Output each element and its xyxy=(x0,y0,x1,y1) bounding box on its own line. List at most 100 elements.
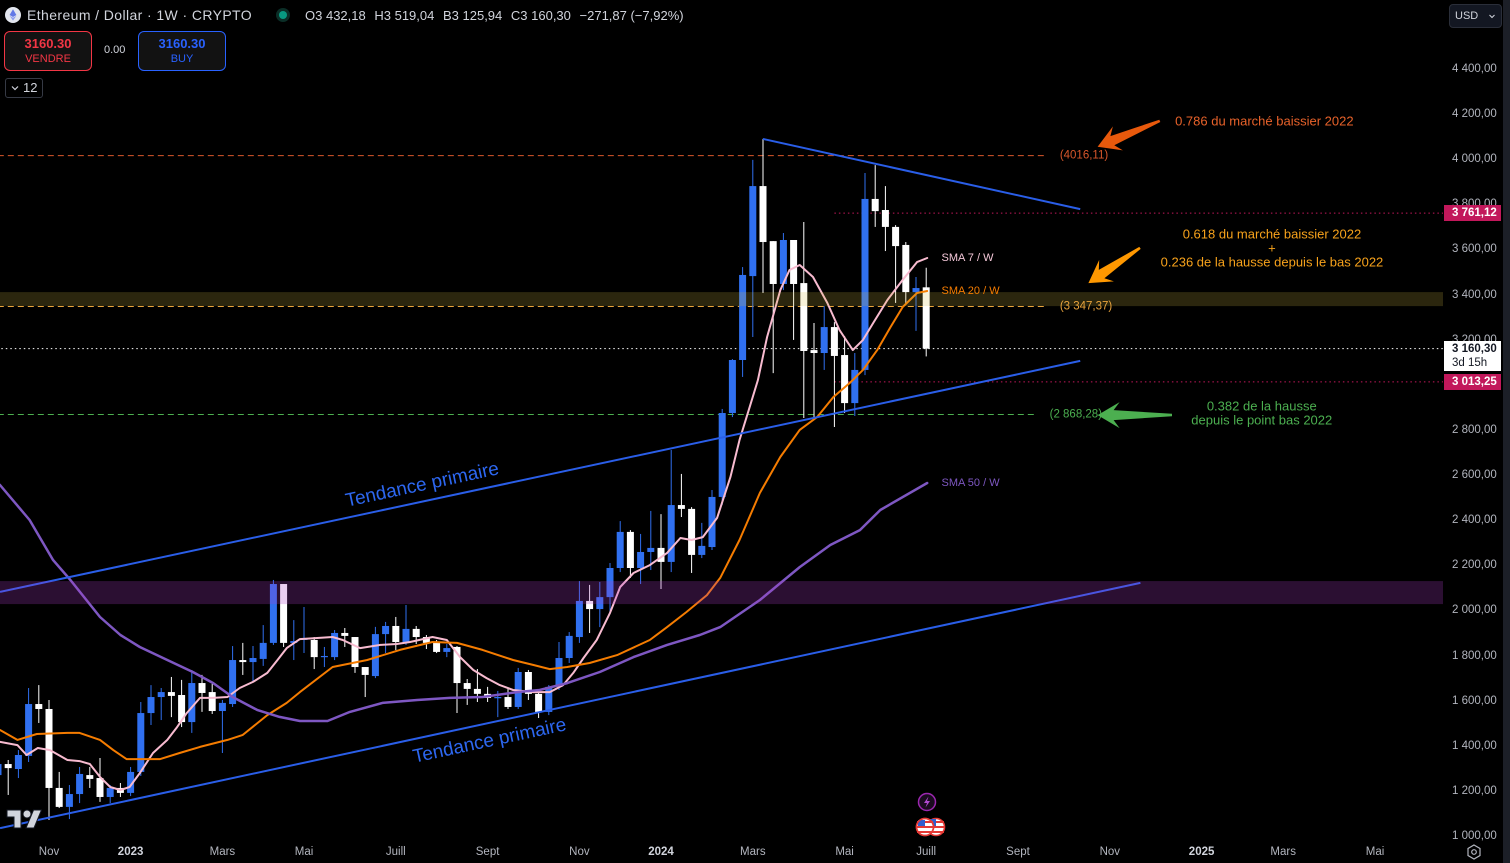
alert-price-tag-high-value: 3 761,12 xyxy=(1452,207,1497,220)
time-tick-label: Sept xyxy=(475,846,500,858)
sma-line-20[interactable] xyxy=(0,290,929,761)
last-price-tag[interactable]: 3 160,30 3d 15h xyxy=(1444,340,1501,371)
candle xyxy=(259,625,267,666)
candle xyxy=(861,172,869,376)
us-flag-event-icon[interactable] xyxy=(914,817,948,837)
candle xyxy=(55,771,63,809)
sma-line-7[interactable] xyxy=(0,257,929,791)
price-tick-label: 1 200,00 xyxy=(1452,784,1497,797)
candle-body xyxy=(127,771,135,793)
candle xyxy=(310,637,318,670)
descending-resistance-line[interactable] xyxy=(762,137,1081,211)
sell-button[interactable]: 3160.30 VENDRE xyxy=(4,31,92,71)
candle xyxy=(514,667,522,709)
candle-body xyxy=(514,671,522,707)
tradingview-logo[interactable] xyxy=(6,807,42,831)
candle xyxy=(320,646,328,668)
resistance-zone[interactable] xyxy=(0,292,1443,307)
candle xyxy=(616,521,624,573)
candle-body xyxy=(320,655,328,658)
price-tick-label: 1 400,00 xyxy=(1452,739,1497,752)
price-tick-label: 1 600,00 xyxy=(1452,694,1497,707)
fib-0786-annotation-line: 0.786 du marché baissier 2022 xyxy=(1175,113,1354,128)
price-chart-canvas[interactable]: (4016,11) (3 347,37) (2 868,28) 0.786 du ma… xyxy=(0,0,1443,843)
lightning-event-icon[interactable] xyxy=(917,792,937,812)
candle-body xyxy=(453,646,461,684)
candle-body xyxy=(198,683,206,693)
sma-50-label[interactable]: SMA 50 / W xyxy=(942,477,1001,489)
sma-20-label[interactable]: SMA 20 / W xyxy=(942,285,1001,297)
ethereum-icon xyxy=(5,7,21,23)
fib-0618-arrow[interactable] xyxy=(1088,246,1141,284)
arrows-layer xyxy=(1088,119,1172,429)
candle-body xyxy=(718,413,726,497)
candle-body xyxy=(382,625,390,635)
candle-body xyxy=(249,658,257,663)
candle-body xyxy=(76,773,84,795)
candle xyxy=(280,584,288,647)
candle-body xyxy=(871,198,879,212)
gear-icon[interactable] xyxy=(1466,844,1482,860)
price-tick-label: 2 600,00 xyxy=(1452,469,1497,482)
bar-countdown: 3d 15h xyxy=(1452,356,1488,369)
candle xyxy=(677,473,685,518)
candle xyxy=(871,165,879,227)
time-tick-label: Mai xyxy=(294,846,314,858)
time-tick-label: Mai xyxy=(1365,846,1385,858)
candle xyxy=(524,669,532,700)
candle-body xyxy=(626,531,634,569)
candle xyxy=(453,646,461,714)
candle xyxy=(626,530,634,578)
price-tick-label: 4 400,00 xyxy=(1452,63,1497,75)
sma-20-label-line: SMA 20 / W xyxy=(942,285,1001,297)
fib-0382-arrow[interactable] xyxy=(1097,402,1172,429)
time-tick-label: Mars xyxy=(740,846,766,858)
indicators-toggle-button[interactable]: 12 xyxy=(5,78,43,98)
sma-7-label[interactable]: SMA 7 / W xyxy=(942,252,995,264)
upper-trend-label[interactable]: Tendance primaire xyxy=(344,458,501,511)
upper-primary-trend-line[interactable] xyxy=(0,359,1081,593)
price-tick-label: 4 200,00 xyxy=(1452,108,1497,121)
candle xyxy=(739,267,747,377)
indicators-count: 12 xyxy=(23,80,38,95)
candle-body xyxy=(14,755,22,770)
candle-body xyxy=(443,648,451,652)
candle xyxy=(351,637,359,673)
level-lines-layer xyxy=(0,155,1443,416)
fib-0786-arrow[interactable] xyxy=(1097,119,1161,151)
currency-value: USD xyxy=(1455,10,1479,22)
candle xyxy=(484,686,492,703)
candle xyxy=(463,678,471,705)
candle-body xyxy=(392,625,400,642)
alert-price-tag-high[interactable]: 3 761,12 xyxy=(1444,205,1501,222)
fib-0382-level-label: (2 868,28) xyxy=(1050,409,1103,421)
price-axis[interactable]: 4 400,004 200,004 000,003 800,003 600,00… xyxy=(1443,0,1503,863)
candle-body xyxy=(698,545,706,555)
candle xyxy=(922,267,930,357)
candle-body xyxy=(310,639,318,658)
candle-body xyxy=(351,637,359,668)
time-axis[interactable]: Nov 2023 Mars Mai Juill Sept Nov 2024 Mars Mai Jui… xyxy=(0,843,1443,863)
candle-body xyxy=(412,628,420,638)
candle-body xyxy=(586,600,594,610)
support-zone[interactable] xyxy=(0,581,1443,605)
buy-price: 3160.30 xyxy=(158,36,206,51)
price-tick-label: 2 800,00 xyxy=(1452,423,1497,436)
candle xyxy=(779,233,787,291)
trendlines-layer xyxy=(0,137,1141,830)
buy-button[interactable]: 3160.30 BUY xyxy=(138,31,226,71)
alert-price-tag-low[interactable]: 3 013,25 xyxy=(1444,373,1501,390)
sma-line-50[interactable] xyxy=(0,481,929,723)
fib-0618-annotation[interactable]: 0.618 du marché baissier 2022+0.236 de l… xyxy=(1161,227,1384,270)
fib-0786-annotation[interactable]: 0.786 du marché baissier 2022 xyxy=(1175,113,1354,128)
candle-body xyxy=(688,508,696,555)
symbol-title[interactable]: Ethereum / Dollar · 1W · CRYPTO xyxy=(27,7,253,23)
candle-body xyxy=(55,787,63,807)
indicator-lines-layer xyxy=(0,257,929,791)
currency-select[interactable]: USD xyxy=(1449,4,1502,28)
candle-body xyxy=(422,637,430,643)
lower-primary-trend-line[interactable] xyxy=(0,581,1141,830)
candle-body xyxy=(280,584,288,643)
candle xyxy=(708,489,716,550)
